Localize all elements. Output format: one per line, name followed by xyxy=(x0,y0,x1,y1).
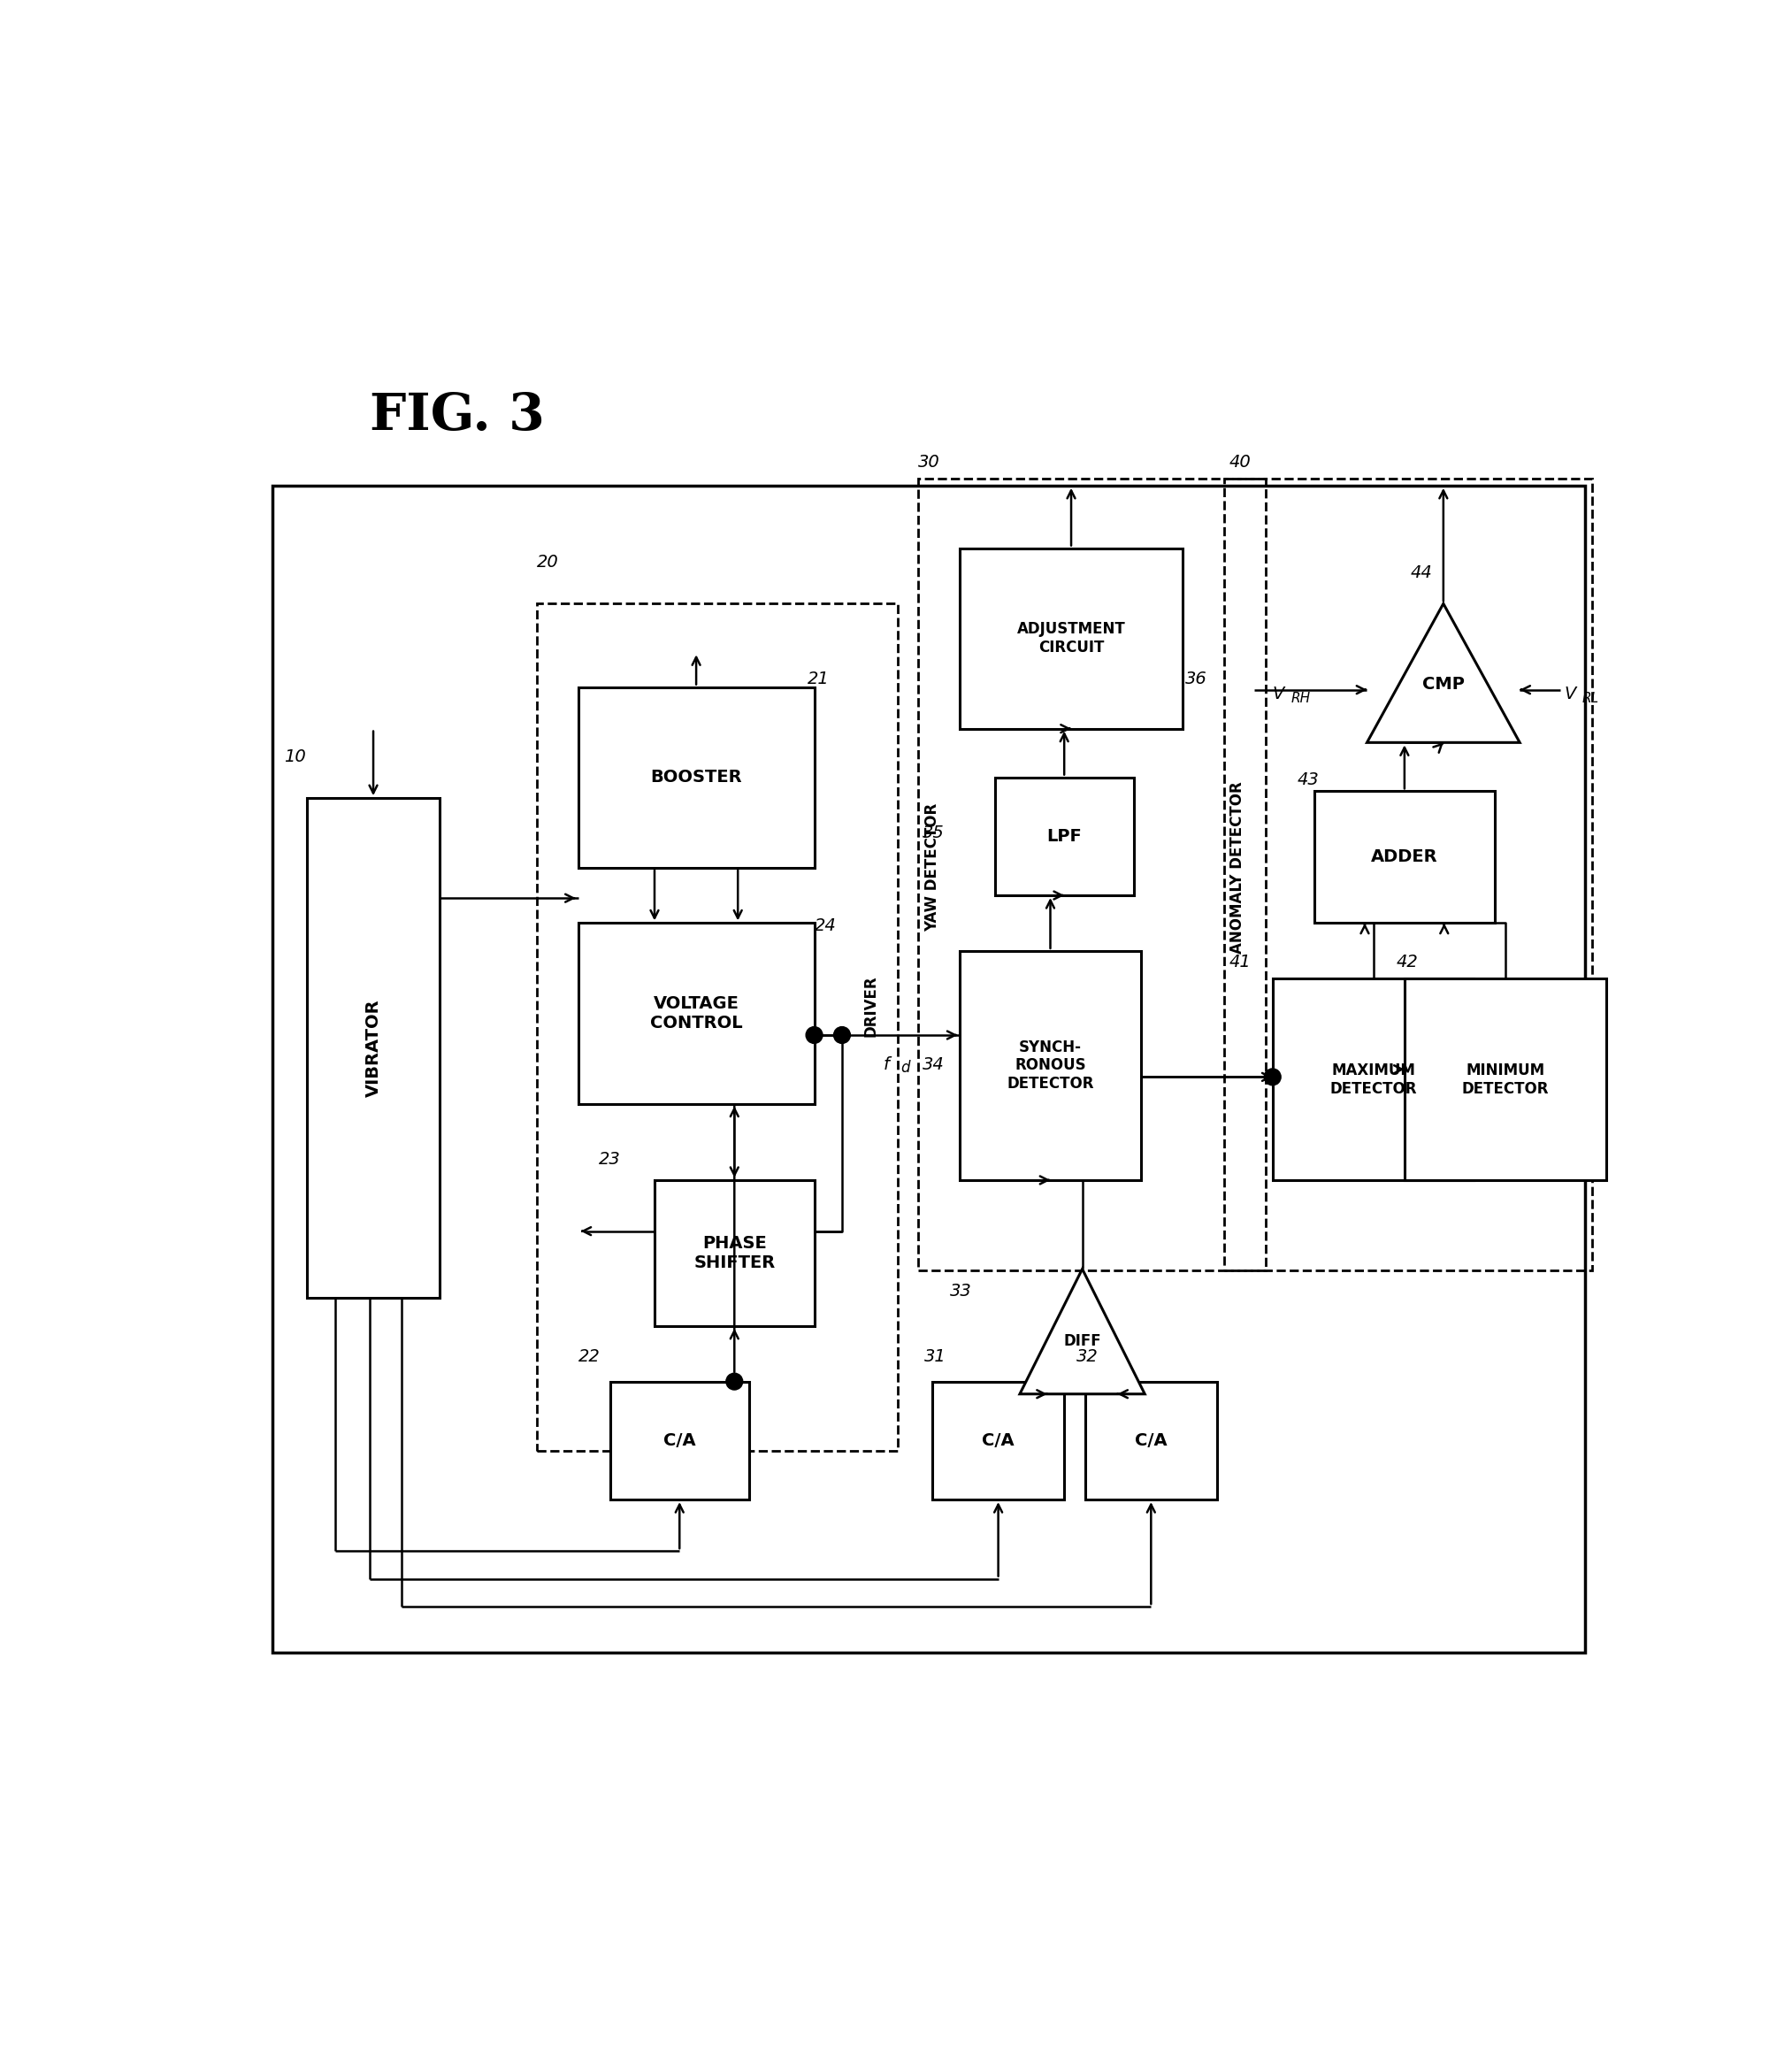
Text: 41: 41 xyxy=(1229,954,1251,971)
FancyBboxPatch shape xyxy=(995,778,1134,895)
Text: ANOMALY DETECTOR: ANOMALY DETECTOR xyxy=(1229,782,1245,954)
Text: 35: 35 xyxy=(923,825,944,842)
FancyBboxPatch shape xyxy=(1405,979,1606,1180)
Text: C/A: C/A xyxy=(982,1432,1014,1448)
Text: 32: 32 xyxy=(1077,1348,1098,1364)
Text: PHASE
SHIFTER: PHASE SHIFTER xyxy=(694,1235,776,1272)
FancyBboxPatch shape xyxy=(308,799,439,1298)
FancyBboxPatch shape xyxy=(609,1382,749,1499)
FancyBboxPatch shape xyxy=(1314,791,1495,924)
Text: 24: 24 xyxy=(814,918,837,934)
Text: CMP: CMP xyxy=(1423,676,1464,692)
Text: 42: 42 xyxy=(1396,954,1417,971)
Text: 36: 36 xyxy=(1185,670,1208,686)
Polygon shape xyxy=(1020,1270,1145,1395)
Text: 20: 20 xyxy=(536,553,559,569)
Text: FIG. 3: FIG. 3 xyxy=(369,391,545,440)
Text: 10: 10 xyxy=(283,748,306,764)
Text: f: f xyxy=(883,1057,891,1073)
Text: VIBRATOR: VIBRATOR xyxy=(366,999,382,1098)
Text: ADJUSTMENT
CIRCUIT: ADJUSTMENT CIRCUIT xyxy=(1016,621,1125,655)
FancyBboxPatch shape xyxy=(1272,979,1473,1180)
FancyBboxPatch shape xyxy=(579,924,814,1104)
Text: d: d xyxy=(900,1059,910,1075)
Text: 44: 44 xyxy=(1410,565,1432,582)
Text: SYNCH-
RONOUS
DETECTOR: SYNCH- RONOUS DETECTOR xyxy=(1007,1038,1093,1092)
Text: MAXIMUM
DETECTOR: MAXIMUM DETECTOR xyxy=(1330,1063,1417,1096)
FancyBboxPatch shape xyxy=(579,686,814,868)
Circle shape xyxy=(806,1026,823,1042)
Text: 43: 43 xyxy=(1297,772,1319,788)
Text: V: V xyxy=(1564,686,1575,702)
FancyBboxPatch shape xyxy=(932,1382,1064,1499)
Text: DIFF: DIFF xyxy=(1063,1333,1100,1350)
Text: 30: 30 xyxy=(919,453,941,471)
FancyBboxPatch shape xyxy=(654,1180,814,1325)
FancyBboxPatch shape xyxy=(961,549,1183,729)
Text: C/A: C/A xyxy=(663,1432,695,1448)
Text: RH: RH xyxy=(1290,692,1310,705)
Circle shape xyxy=(726,1372,742,1391)
Text: MINIMUM
DETECTOR: MINIMUM DETECTOR xyxy=(1462,1063,1548,1096)
Text: C/A: C/A xyxy=(1134,1432,1167,1448)
Text: 34: 34 xyxy=(923,1057,944,1073)
Circle shape xyxy=(833,1026,851,1042)
Text: RL: RL xyxy=(1582,692,1598,705)
Text: ADDER: ADDER xyxy=(1371,848,1437,866)
Text: BOOSTER: BOOSTER xyxy=(650,768,742,786)
Text: 21: 21 xyxy=(806,670,830,686)
Text: 23: 23 xyxy=(599,1151,620,1167)
FancyBboxPatch shape xyxy=(961,950,1142,1180)
FancyBboxPatch shape xyxy=(1086,1382,1217,1499)
Text: VOLTAGE
CONTROL: VOLTAGE CONTROL xyxy=(650,995,742,1032)
Text: V: V xyxy=(1272,686,1285,702)
Text: LPF: LPF xyxy=(1047,827,1082,844)
Text: DRIVER: DRIVER xyxy=(864,975,880,1036)
Text: 40: 40 xyxy=(1229,453,1251,471)
Text: YAW DETECTOR: YAW DETECTOR xyxy=(925,803,941,932)
Circle shape xyxy=(1263,1069,1281,1085)
Text: 31: 31 xyxy=(925,1348,946,1364)
Polygon shape xyxy=(1367,604,1520,743)
Text: 33: 33 xyxy=(950,1282,973,1300)
Text: 22: 22 xyxy=(579,1348,600,1364)
